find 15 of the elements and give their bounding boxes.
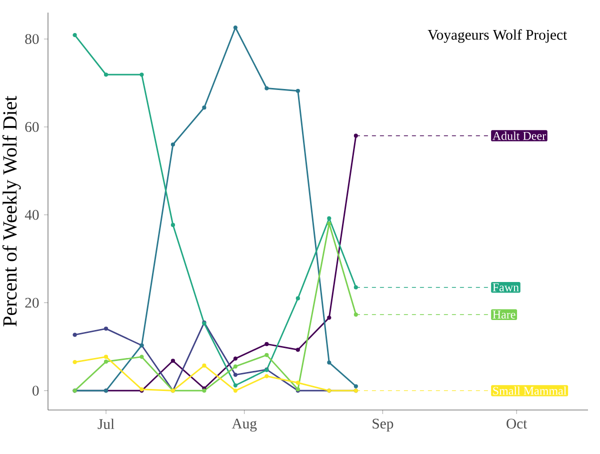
annotation: Voyageurs Wolf Project: [428, 29, 568, 43]
y-tick-label: 20: [25, 298, 39, 308]
text: Hare: [492, 310, 516, 319]
x-tick-label: Oct: [506, 418, 528, 429]
y-tick-label: 0: [32, 386, 39, 396]
text: Fawn: [492, 283, 519, 292]
y-tick-label: 80: [25, 34, 39, 44]
text: Small Mammal: [493, 386, 566, 395]
y-tick-label: 60: [25, 122, 39, 132]
text: Adult Deer: [492, 132, 546, 140]
x-tick-label: Aug: [232, 418, 257, 432]
y-tick-label: 40: [24, 210, 39, 220]
x-tick-label: Sep: [372, 418, 394, 432]
y-axis-title: Percent of Weekly Wolf Diet: [2, 96, 21, 326]
x-tick-label: Jul: [98, 418, 114, 430]
